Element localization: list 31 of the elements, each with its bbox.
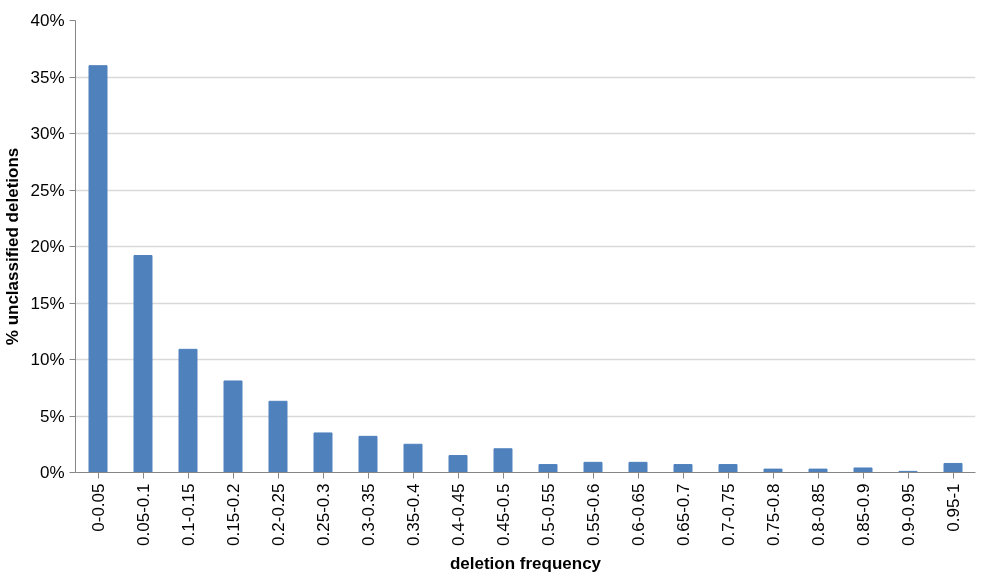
x-tick-label: 0.55-0.6 [584, 483, 603, 546]
x-tick-label: 0.15-0.2 [224, 483, 243, 546]
x-tick-label: 0-0.05 [89, 483, 108, 532]
x-tick-label: 0.25-0.3 [314, 483, 333, 546]
y-tick-label: 15% [30, 293, 65, 313]
x-tick-label: 0.65-0.7 [674, 483, 693, 546]
y-tick-label: 35% [30, 67, 65, 87]
y-tick-label: 30% [30, 124, 65, 143]
x-axis-title: deletion frequency [449, 553, 602, 573]
x-tick-label: 0.7-0.75 [719, 483, 738, 546]
x-tick-label: 0.95-1 [944, 483, 963, 532]
y-tick-label: 5% [39, 406, 65, 426]
y-tick-label: 0% [39, 463, 65, 482]
x-tick-label: 0.85-0.9 [854, 483, 873, 546]
x-tick-label: 0.35-0.4 [404, 483, 423, 546]
x-tick-label: 0.6-0.65 [629, 483, 648, 546]
y-axis-title: % unclassified deletions [3, 147, 23, 346]
x-tick-label: 0.3-0.35 [359, 483, 378, 546]
x-tick-label: 0.05-0.1 [134, 483, 153, 546]
y-tick-label: 25% [30, 180, 65, 200]
x-tick-label: 0.45-0.5 [494, 483, 513, 546]
x-tick-label: 0.4-0.45 [449, 483, 468, 546]
x-tick-label: 0.2-0.25 [269, 483, 288, 546]
x-tick-label: 0.75-0.8 [764, 483, 783, 546]
y-tick-label: 10% [30, 350, 65, 369]
y-tick-label: 20% [30, 237, 65, 256]
x-tick-label: 0.9-0.95 [899, 483, 918, 546]
x-tick-label: 0.1-0.15 [179, 483, 198, 546]
x-tick-label: 0.5-0.55 [539, 483, 558, 546]
x-tick-label: 0.8-0.85 [809, 483, 828, 546]
y-tick-label: 40% [30, 11, 65, 30]
